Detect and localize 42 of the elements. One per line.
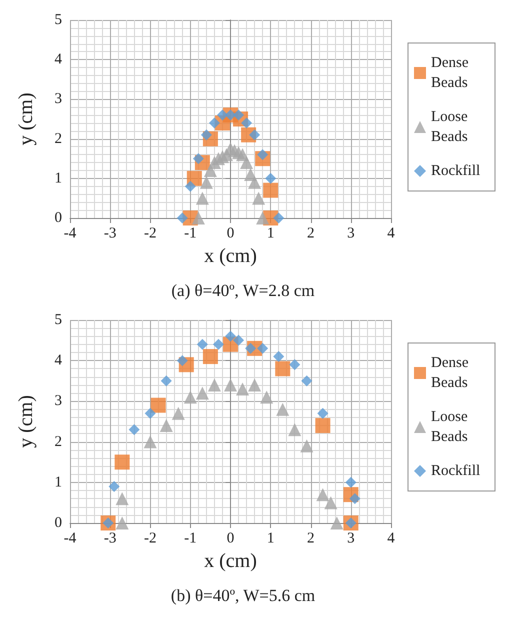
x-tick-label: 1 [266,226,274,242]
legend-label: Rockfill [431,463,480,479]
text: (b) θ=40º, W=5.6 cm [170,586,316,605]
legend-label: Rockfill [431,163,480,179]
y-tick-label: 0 [54,210,62,226]
y-tick-label: 3 [54,91,62,108]
x-tick-label: -4 [64,530,77,546]
y-tick-label: 4 [54,52,62,68]
x-tick-label: -1 [184,530,197,546]
y-tick-label: 0 [54,515,62,531]
y-tick-label: 2 [54,130,62,147]
x-tick-label: 3 [347,226,355,242]
x-tick-label: 2 [307,530,314,546]
x-tick-label: -3 [104,226,116,242]
legend-label: Loose Beads [431,109,472,145]
x-tick-label: 4 [387,226,396,242]
x-tick-label: -4 [64,226,77,242]
x-tick-label: 0 [226,530,234,546]
x-tick-label: 2 [307,226,314,242]
legend-label: Loose Beads [431,409,472,445]
x-tick-label: -2 [144,530,156,546]
y-tick-label: 4 [54,352,62,369]
x-tick-label: -1 [184,226,197,242]
y-tick-label: 5 [54,312,62,328]
x-tick-label: 1 [266,530,274,546]
x-tick-label: 4 [387,530,396,546]
x-axis-title: x (cm) [204,550,257,572]
x-tick-label: 0 [226,226,234,242]
legend-label: Dense Beads [431,355,472,391]
legend-label: Dense Beads [431,55,472,91]
text: (a) θ=40º, W=2.8 cm [171,281,315,300]
y-axis-title: y (cm) [15,92,37,146]
x-tick-label: -3 [104,530,116,546]
y-tick-label: 3 [54,393,62,410]
y-tick-label: 2 [54,434,62,450]
y-tick-label: 1 [54,474,62,490]
y-tick-label: 5 [54,12,62,28]
y-axis-title: y (cm) [15,395,37,448]
y-tick-label: 1 [54,170,62,186]
x-axis-title: x (cm) [204,244,257,267]
x-tick-label: -2 [144,226,156,242]
x-tick-label: 3 [347,530,355,546]
